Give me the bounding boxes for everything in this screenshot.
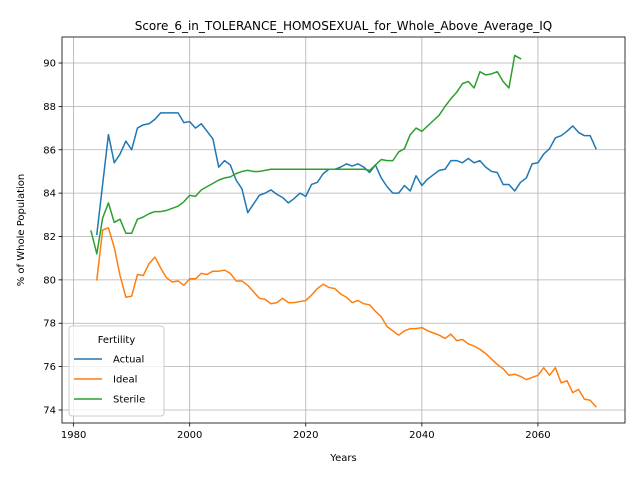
y-tick-label: 80 xyxy=(43,275,56,286)
legend-label-actual: Actual xyxy=(113,355,144,366)
y-tick-label: 86 xyxy=(43,145,56,156)
y-tick-label: 78 xyxy=(43,319,56,330)
legend-box xyxy=(68,325,165,417)
legend-label-sterile: Sterile xyxy=(113,395,145,406)
y-tick-label: 90 xyxy=(43,59,56,70)
x-axis-label: Years xyxy=(329,453,356,464)
plot-lines xyxy=(90,54,598,408)
grid xyxy=(62,37,625,423)
y-tick-label: 74 xyxy=(43,405,56,416)
series-line-ideal xyxy=(95,227,598,408)
y-axis-label: % of Whole Population xyxy=(16,174,27,287)
x-tick-label: 1980 xyxy=(61,430,86,441)
y-tick-label: 88 xyxy=(43,102,56,113)
series-line-sterile xyxy=(90,54,522,255)
x-tick-label: 2020 xyxy=(293,430,318,441)
y-axis-ticks: 74 76 78 80 82 84 86 88 90 xyxy=(43,59,62,416)
legend-label-ideal: Ideal xyxy=(113,375,137,386)
x-tick-label: 2040 xyxy=(409,430,434,441)
chart-title: Score_6_in_TOLERANCE_HOMOSEXUAL_for_Whol… xyxy=(135,19,553,33)
plot-area-frame xyxy=(61,36,626,424)
y-tick-label: 84 xyxy=(43,189,56,200)
x-tick-label: 2060 xyxy=(525,430,550,441)
x-axis-ticks: 1980 2000 2020 2040 2060 xyxy=(61,423,551,441)
legend-items: Actual Ideal Sterile xyxy=(74,355,145,406)
x-tick-label: 2000 xyxy=(177,430,202,441)
legend: Fertility Actual Ideal Sterile xyxy=(68,325,165,417)
legend-title: Fertility xyxy=(98,335,136,346)
series-line-actual xyxy=(95,112,597,236)
y-tick-label: 76 xyxy=(43,362,56,373)
y-tick-label: 82 xyxy=(43,232,56,243)
